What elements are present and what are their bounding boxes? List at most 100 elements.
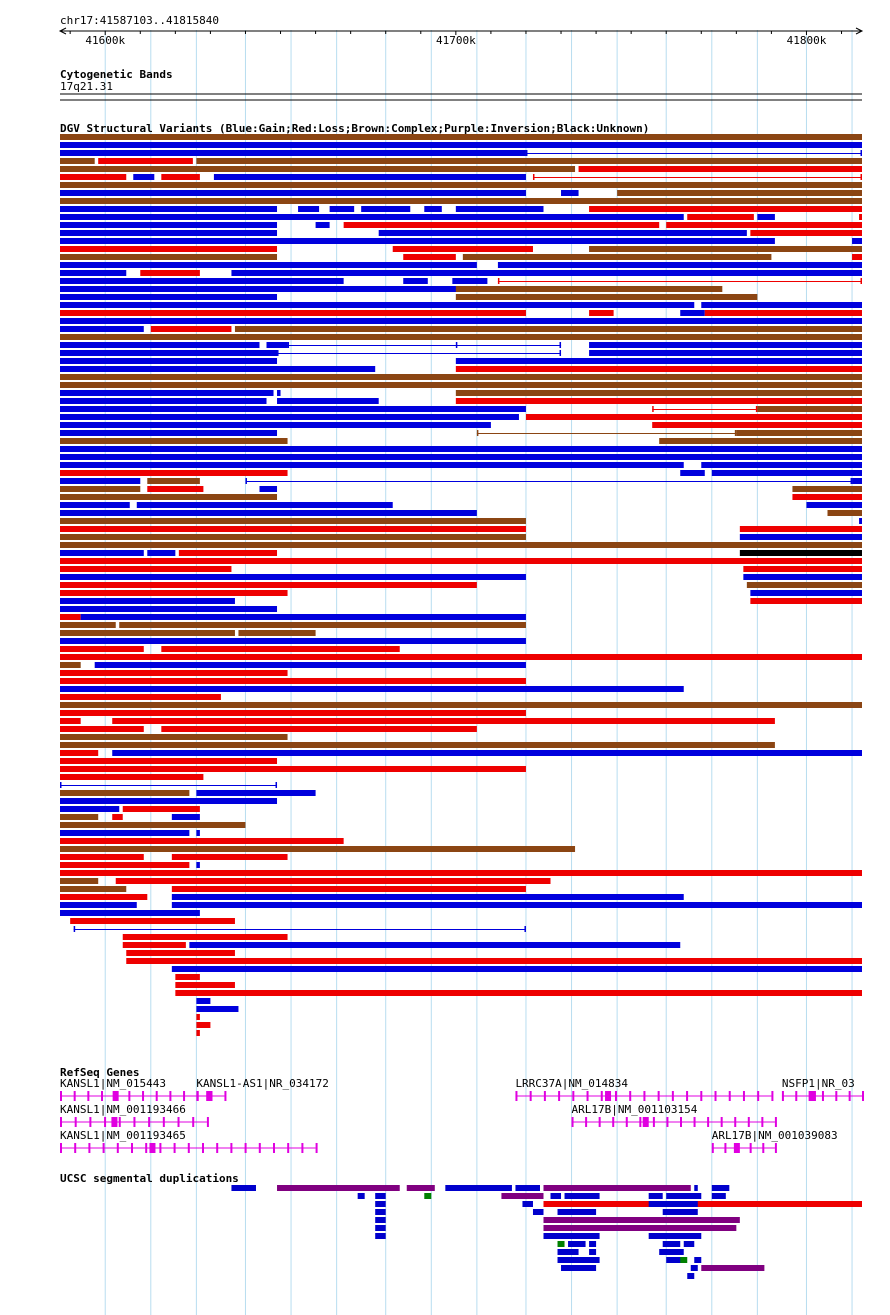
dgv-variant-gain[interactable] bbox=[378, 230, 747, 236]
dgv-variant-complex[interactable] bbox=[60, 822, 246, 828]
dgv-variant-loss[interactable] bbox=[60, 854, 144, 860]
dgv-variant-loss[interactable] bbox=[687, 214, 754, 220]
dgv-variant-loss[interactable] bbox=[750, 598, 862, 604]
dgv-variant-loss[interactable] bbox=[150, 326, 232, 332]
dgv-variant-complex[interactable] bbox=[60, 702, 862, 708]
dgv-variant-gain[interactable] bbox=[60, 398, 267, 404]
dgv-variant-loss[interactable] bbox=[122, 942, 186, 948]
dgv-variant-gain[interactable] bbox=[750, 590, 862, 596]
segdup-feature-blue[interactable] bbox=[648, 1201, 698, 1207]
dgv-variant-gain[interactable] bbox=[60, 902, 137, 908]
dgv-variant-complex[interactable] bbox=[659, 438, 862, 444]
dgv-variant-complex[interactable] bbox=[455, 286, 723, 292]
dgv-variant-complex[interactable] bbox=[60, 182, 862, 188]
dgv-variant-complex[interactable] bbox=[60, 158, 95, 164]
dgv-variant-gain[interactable] bbox=[743, 574, 862, 580]
dgv-variant-loss[interactable] bbox=[578, 166, 862, 172]
dgv-variant-loss[interactable] bbox=[652, 422, 862, 428]
dgv-variant-gain[interactable] bbox=[133, 174, 155, 180]
dgv-variant-loss[interactable] bbox=[60, 558, 862, 564]
dgv-variant-gain[interactable] bbox=[231, 270, 862, 276]
segdup-feature-blue[interactable] bbox=[694, 1185, 698, 1191]
dgv-variant-loss[interactable] bbox=[60, 566, 232, 572]
dgv-variant-complex[interactable] bbox=[60, 166, 576, 172]
dgv-variant-complex[interactable] bbox=[60, 630, 235, 636]
segdup-feature-blue[interactable] bbox=[557, 1209, 597, 1215]
dgv-variant-loss[interactable] bbox=[115, 878, 551, 884]
dgv-variant-loss[interactable] bbox=[60, 526, 526, 532]
dgv-variant-gain[interactable] bbox=[277, 390, 281, 396]
dgv-variant-loss[interactable] bbox=[60, 774, 204, 780]
dgv-variant-loss[interactable] bbox=[455, 366, 862, 372]
gene-label[interactable]: KANSL1|NM_001193466 bbox=[60, 1103, 186, 1116]
gene-label[interactable]: ARL17B|NM_001039083 bbox=[712, 1129, 838, 1142]
dgv-variant-loss[interactable] bbox=[60, 246, 278, 252]
dgv-variant-complex[interactable] bbox=[746, 582, 862, 588]
dgv-variant-gain[interactable] bbox=[711, 470, 862, 476]
dgv-variant-gain[interactable] bbox=[60, 606, 278, 612]
dgv-variant-complex[interactable] bbox=[60, 334, 862, 340]
dgv-variant-complex[interactable] bbox=[60, 846, 576, 852]
dgv-variant-gain[interactable] bbox=[171, 910, 200, 916]
segdup-feature-red[interactable] bbox=[543, 1201, 862, 1207]
dgv-variant-gain[interactable] bbox=[60, 550, 144, 556]
dgv-variant-gain[interactable] bbox=[60, 342, 260, 348]
segdup-feature-blue[interactable] bbox=[694, 1257, 702, 1263]
segdup-feature-blue[interactable] bbox=[557, 1249, 579, 1255]
gene-label[interactable]: LRRC37A|NM_014834 bbox=[515, 1077, 628, 1090]
dgv-variant-loss[interactable] bbox=[589, 310, 614, 316]
segdup-feature-blue[interactable] bbox=[522, 1201, 533, 1207]
dgv-variant-loss[interactable] bbox=[175, 974, 200, 980]
dgv-variant-loss[interactable] bbox=[60, 646, 144, 652]
dgv-variant-gain[interactable] bbox=[60, 142, 862, 148]
segdup-feature-blue[interactable] bbox=[515, 1185, 540, 1191]
dgv-variant-gain[interactable] bbox=[806, 502, 862, 508]
dgv-variant-gain[interactable] bbox=[196, 998, 211, 1004]
dgv-variant-gain[interactable] bbox=[60, 302, 695, 308]
dgv-features[interactable] bbox=[60, 134, 863, 1036]
dgv-variant-complex[interactable] bbox=[60, 662, 81, 668]
segdup-feature-purple[interactable] bbox=[543, 1185, 691, 1191]
dgv-variant-gain[interactable] bbox=[455, 206, 544, 212]
dgv-variant-gain[interactable] bbox=[852, 478, 862, 484]
dgv-variant-complex[interactable] bbox=[60, 254, 278, 260]
segdup-feature-blue[interactable] bbox=[564, 1193, 600, 1199]
dgv-variant-loss[interactable] bbox=[60, 174, 127, 180]
dgv-variant-loss[interactable] bbox=[60, 614, 81, 620]
segdup-feature-blue[interactable] bbox=[687, 1273, 695, 1279]
dgv-variant-loss[interactable] bbox=[171, 886, 526, 892]
dgv-variant-loss[interactable] bbox=[122, 934, 288, 940]
dgv-variant-gain[interactable] bbox=[60, 214, 684, 220]
dgv-variant-gain[interactable] bbox=[561, 190, 579, 196]
segdup-feature-blue[interactable] bbox=[589, 1241, 597, 1247]
segdup-feature-purple[interactable] bbox=[701, 1265, 765, 1271]
dgv-variant-loss[interactable] bbox=[60, 766, 526, 772]
dgv-variant-loss[interactable] bbox=[112, 814, 123, 820]
dgv-variant-gain[interactable] bbox=[455, 358, 862, 364]
dgv-variant-gain[interactable] bbox=[60, 222, 278, 228]
segdup-feature-blue[interactable] bbox=[683, 1241, 695, 1247]
dgv-variant-loss[interactable] bbox=[112, 718, 775, 724]
dgv-variant-complex[interactable] bbox=[60, 886, 127, 892]
dgv-variant-loss[interactable] bbox=[196, 1030, 200, 1036]
dgv-variant-loss[interactable] bbox=[70, 918, 235, 924]
dgv-variant-gain[interactable] bbox=[589, 350, 862, 356]
dgv-variant-gain[interactable] bbox=[60, 806, 120, 812]
dgv-variant-gain[interactable] bbox=[60, 510, 477, 516]
dgv-variant-loss[interactable] bbox=[392, 246, 533, 252]
segdup-feature-blue[interactable] bbox=[375, 1193, 386, 1199]
segdup-feature-blue[interactable] bbox=[568, 1241, 586, 1247]
dgv-variant-complex[interactable] bbox=[792, 486, 862, 492]
gene-label[interactable]: KANSL1|NM_015443 bbox=[60, 1077, 166, 1090]
segdup-feature-blue[interactable] bbox=[666, 1193, 702, 1199]
dgv-variant-complex[interactable] bbox=[60, 534, 526, 540]
dgv-variant-complex[interactable] bbox=[60, 790, 190, 796]
dgv-variant-gain[interactable] bbox=[80, 614, 526, 620]
segdup-feature-blue[interactable] bbox=[711, 1193, 726, 1199]
dgv-variant-gain[interactable] bbox=[60, 422, 491, 428]
segdup-feature-blue[interactable] bbox=[557, 1257, 600, 1263]
dgv-variant-gain[interactable] bbox=[189, 942, 681, 948]
dgv-variant-loss[interactable] bbox=[60, 758, 278, 764]
dgv-variant-complex[interactable] bbox=[147, 478, 200, 484]
dgv-variant-loss[interactable] bbox=[60, 862, 190, 868]
